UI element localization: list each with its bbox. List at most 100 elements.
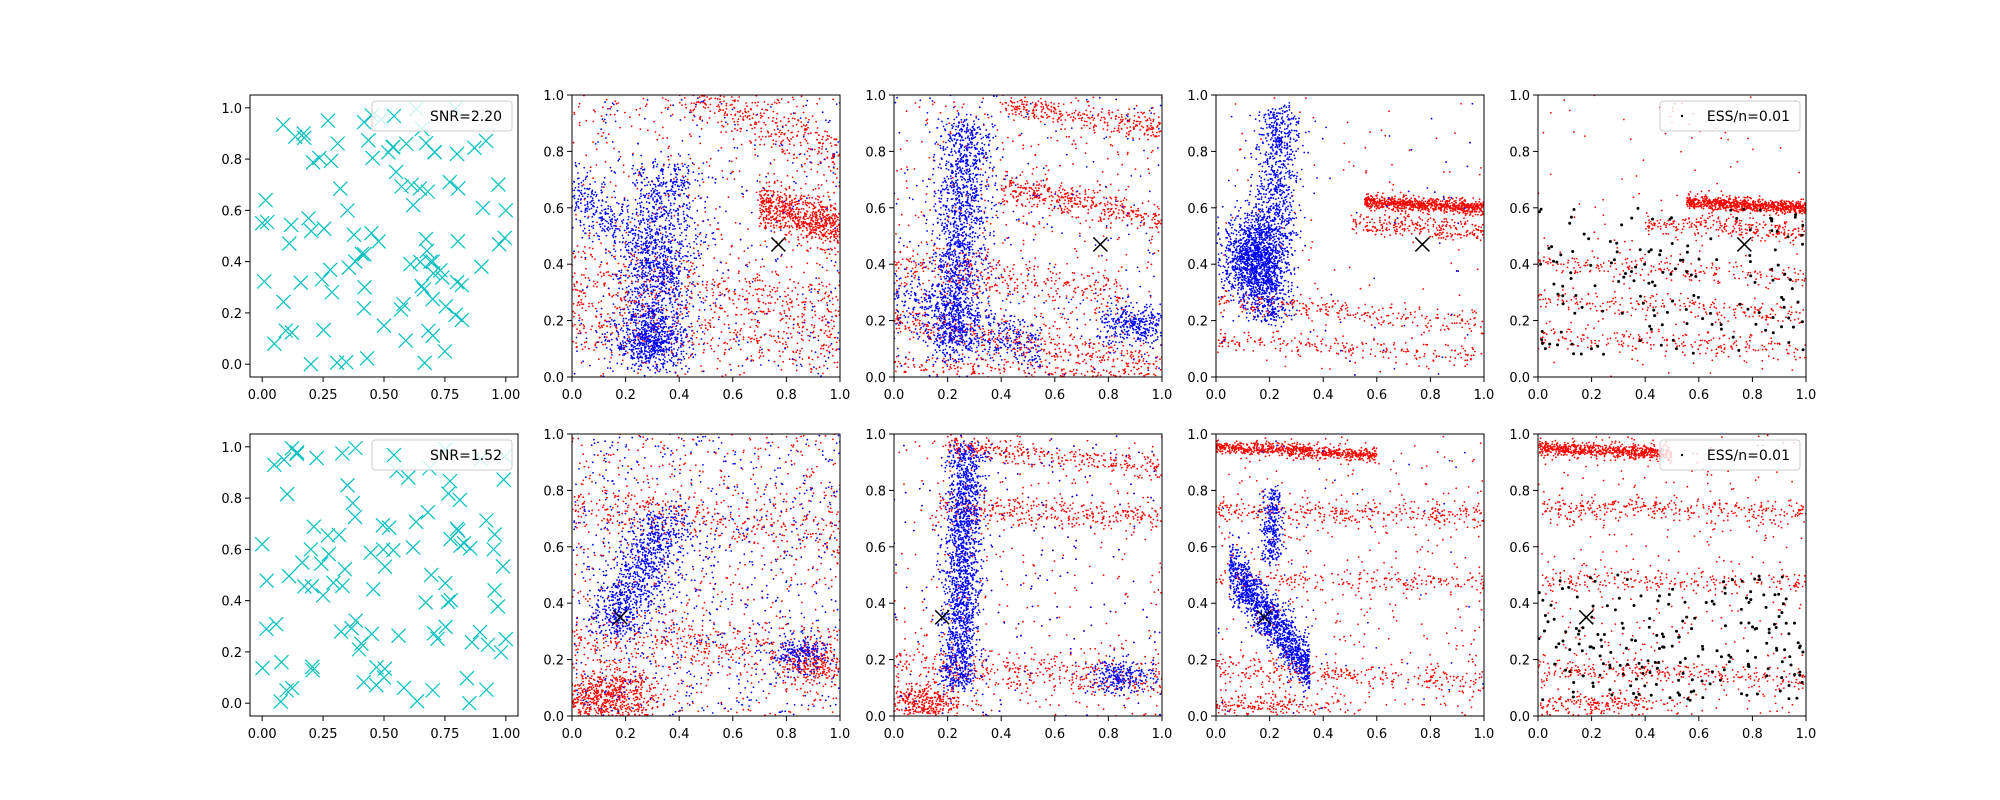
point bbox=[677, 220, 679, 223]
point bbox=[613, 312, 616, 315]
point bbox=[671, 316, 674, 319]
point bbox=[774, 259, 777, 261]
point bbox=[835, 341, 838, 344]
point bbox=[656, 256, 659, 258]
point bbox=[624, 242, 627, 244]
point bbox=[594, 143, 597, 145]
point bbox=[755, 191, 758, 194]
point bbox=[613, 241, 616, 244]
point bbox=[791, 300, 793, 303]
point bbox=[814, 236, 817, 239]
point bbox=[810, 291, 812, 293]
point bbox=[765, 200, 768, 203]
point bbox=[654, 238, 657, 241]
point bbox=[754, 313, 757, 315]
point bbox=[655, 263, 658, 265]
point bbox=[762, 218, 765, 221]
point bbox=[1081, 117, 1084, 119]
point bbox=[723, 95, 725, 98]
point bbox=[680, 282, 683, 284]
point bbox=[635, 256, 638, 259]
point bbox=[648, 270, 651, 273]
point bbox=[625, 345, 628, 348]
point bbox=[687, 340, 690, 343]
point bbox=[648, 326, 651, 329]
point bbox=[1118, 124, 1120, 127]
x-marker bbox=[498, 202, 514, 218]
point bbox=[739, 373, 741, 376]
point bbox=[695, 336, 698, 339]
point bbox=[654, 158, 657, 161]
point bbox=[779, 213, 781, 216]
point bbox=[731, 108, 734, 111]
point bbox=[606, 141, 608, 144]
point bbox=[660, 252, 662, 255]
point bbox=[609, 361, 611, 363]
point bbox=[671, 239, 674, 242]
point bbox=[830, 259, 833, 262]
point bbox=[682, 355, 685, 358]
point bbox=[1060, 115, 1062, 118]
point bbox=[602, 186, 605, 189]
point bbox=[670, 188, 673, 191]
point bbox=[747, 247, 749, 250]
point bbox=[668, 212, 670, 215]
point bbox=[656, 192, 659, 195]
point bbox=[701, 178, 704, 181]
point bbox=[573, 315, 575, 318]
point bbox=[768, 208, 770, 211]
point bbox=[835, 177, 838, 179]
point bbox=[725, 108, 728, 110]
point bbox=[663, 163, 665, 166]
point bbox=[821, 138, 823, 141]
point bbox=[638, 356, 641, 359]
point bbox=[823, 297, 826, 299]
point bbox=[788, 152, 791, 155]
point bbox=[650, 195, 652, 198]
point bbox=[760, 310, 763, 313]
point bbox=[657, 317, 660, 320]
point bbox=[797, 304, 800, 307]
point bbox=[1032, 112, 1035, 114]
point bbox=[739, 130, 742, 133]
point bbox=[770, 190, 772, 192]
point bbox=[652, 352, 655, 355]
point bbox=[712, 291, 715, 294]
point bbox=[823, 315, 826, 317]
point bbox=[687, 153, 690, 156]
point bbox=[598, 325, 600, 328]
point bbox=[576, 289, 579, 291]
point bbox=[829, 205, 832, 208]
point bbox=[640, 365, 643, 368]
point bbox=[760, 213, 763, 216]
point bbox=[664, 256, 667, 259]
point bbox=[595, 195, 598, 198]
point bbox=[697, 250, 699, 252]
point bbox=[600, 212, 602, 215]
point bbox=[650, 278, 653, 280]
point bbox=[619, 249, 622, 251]
point bbox=[618, 241, 621, 243]
point bbox=[612, 233, 615, 236]
point bbox=[1032, 108, 1035, 111]
point bbox=[643, 305, 646, 308]
point bbox=[802, 203, 804, 206]
point bbox=[634, 280, 637, 283]
point bbox=[578, 319, 580, 322]
point bbox=[787, 220, 790, 223]
point bbox=[655, 325, 657, 328]
point bbox=[604, 343, 607, 346]
point bbox=[1101, 108, 1104, 110]
point bbox=[732, 302, 735, 305]
point bbox=[692, 281, 694, 283]
point bbox=[616, 362, 619, 365]
point bbox=[781, 196, 783, 199]
point bbox=[829, 299, 831, 302]
point bbox=[586, 187, 588, 190]
point bbox=[625, 324, 628, 327]
point bbox=[640, 268, 643, 270]
point bbox=[637, 357, 640, 360]
point bbox=[663, 272, 666, 275]
point bbox=[1031, 112, 1034, 115]
point bbox=[832, 354, 834, 357]
